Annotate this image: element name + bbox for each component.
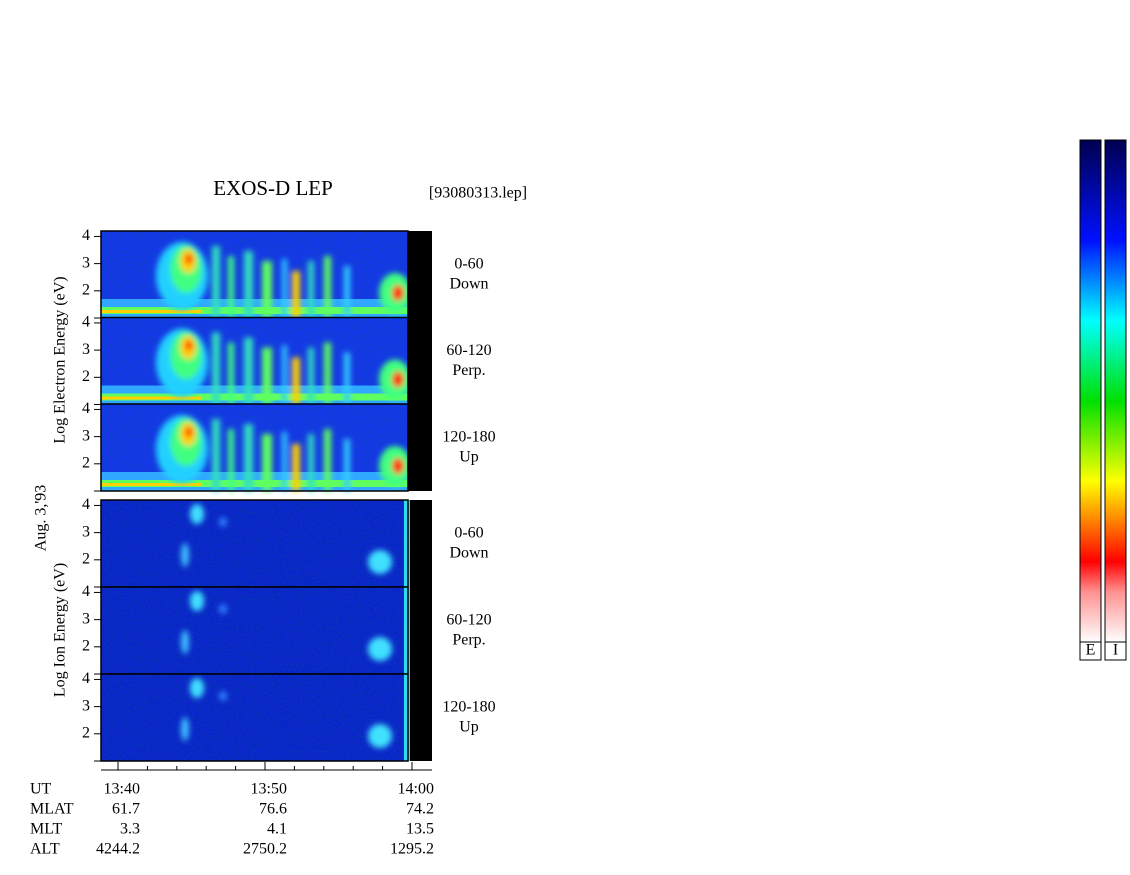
y-tick-label: 4: [82, 227, 90, 244]
panel-direction: Up: [459, 719, 479, 736]
ephemeris-value: 74.2: [406, 801, 434, 818]
y-axis-label: Log Ion Energy (eV): [52, 563, 69, 697]
colorbars: E I: [1079, 139, 1127, 661]
ephemeris-value: 13.5: [406, 821, 434, 838]
spectrogram: [101, 318, 432, 405]
panel-range: 120-180: [442, 429, 495, 446]
y-tick-label: 2: [82, 637, 90, 654]
y-tick-label: 4: [82, 583, 90, 600]
colorbar-label: E: [1086, 642, 1096, 659]
x-tick-label: 13:50: [251, 781, 287, 798]
file-name: [93080313.lep]: [429, 185, 527, 202]
spectrogram: [101, 587, 432, 674]
panel-range: 60-120: [446, 612, 491, 629]
y-tick-label: 4: [82, 670, 90, 687]
panel-frame: [100, 403, 409, 492]
panel-direction: Perp.: [452, 362, 485, 379]
colorbar-label-box: [1079, 641, 1102, 661]
panel-direction: Down: [449, 545, 488, 562]
colorbar: [1104, 139, 1127, 643]
panel-direction: Up: [459, 449, 479, 466]
y-tick-label: 4: [82, 314, 90, 331]
x-tick-label: 13:40: [104, 781, 140, 798]
ephemeris-value: 4244.2: [96, 841, 140, 858]
y-tick-label: 3: [82, 610, 90, 627]
ephemeris-value: 76.6: [259, 801, 287, 818]
y-tick-label: 2: [82, 281, 90, 298]
y-tick-label: 3: [82, 697, 90, 714]
spectrogram: [101, 231, 432, 318]
y-tick-label: 3: [82, 427, 90, 444]
panel-range: 0-60: [454, 256, 483, 273]
y-tick-label: 3: [82, 341, 90, 358]
ephemeris-value: 61.7: [112, 801, 140, 818]
panel-direction: Perp.: [452, 632, 485, 649]
spectrogram: [101, 404, 432, 491]
y-tick-label: 4: [82, 400, 90, 417]
ephemeris-value: 3.3: [120, 821, 140, 838]
y-tick-label: 2: [82, 724, 90, 741]
y-tick-label: 3: [82, 523, 90, 540]
row-label: UT: [30, 781, 52, 798]
colorbar-label: I: [1113, 642, 1118, 659]
ephemeris-value: 4.1: [267, 821, 287, 838]
y-axis-label: Log Electron Energy (eV): [52, 276, 69, 443]
row-label: ALT: [30, 841, 60, 858]
panel-direction: Down: [449, 276, 488, 293]
panel-range: 120-180: [442, 699, 495, 716]
row-label: MLAT: [30, 801, 74, 818]
row-label: MLT: [30, 821, 63, 838]
date-label: Aug. 3,'93: [33, 485, 50, 551]
panel-range: 60-120: [446, 342, 491, 359]
y-tick-label: 3: [82, 254, 90, 271]
ephemeris-value: 2750.2: [243, 841, 287, 858]
spectrogram: [101, 674, 432, 761]
y-tick-label: 2: [82, 368, 90, 385]
x-tick-label: 14:00: [398, 781, 434, 798]
y-tick-label: 2: [82, 454, 90, 471]
panel-range: 0-60: [454, 525, 483, 542]
colorbar-label-box: [1104, 641, 1127, 661]
y-tick-label: 2: [82, 550, 90, 567]
chart-title: EXOS-D LEP: [213, 176, 333, 200]
ephemeris-value: 1295.2: [390, 841, 434, 858]
y-tick-label: 4: [82, 496, 90, 513]
panel-frame: [100, 673, 409, 762]
spectrogram: [101, 500, 432, 587]
colorbar: [1079, 139, 1102, 643]
